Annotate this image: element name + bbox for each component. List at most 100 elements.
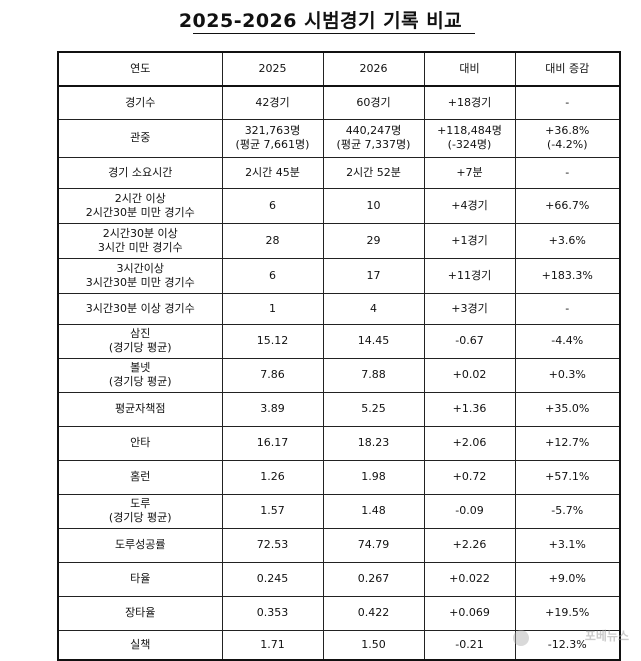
value-2026-cell: 1.50 bbox=[322, 629, 425, 661]
value-2026-cell: 1.48 bbox=[322, 493, 425, 529]
row-label-cell: 3시간30분 이상 경기수 bbox=[57, 292, 223, 325]
table-row: 관중 321,763명 (평균 7,661명) 440,247명 (평균 7,337… bbox=[57, 118, 621, 158]
pct-change-cell: - bbox=[514, 292, 621, 325]
value-2025-cell: 28 bbox=[221, 222, 324, 259]
value-2025-cell: 42경기 bbox=[221, 85, 324, 120]
value-2026-cell: 440,247명 (평균 7,337명) bbox=[322, 118, 425, 158]
value-2025-cell: 1.57 bbox=[221, 493, 324, 529]
row-label-cell: 2시간30분 이상 3시간 미만 경기수 bbox=[57, 222, 223, 259]
page-title: 2025-2026 시범경기 기록 비교 bbox=[178, 10, 463, 32]
diff-cell: +0.02 bbox=[423, 357, 516, 393]
table-row: 안타 16.17 18.23 +2.06 +12.7% bbox=[57, 425, 621, 461]
value-2026-cell: 10 bbox=[322, 187, 425, 224]
pct-change-cell: +57.1% bbox=[514, 459, 621, 495]
header-cell: 2025 bbox=[221, 51, 324, 87]
title-underline bbox=[193, 33, 475, 34]
value-2025-cell: 7.86 bbox=[221, 357, 324, 393]
diff-cell: +3경기 bbox=[423, 292, 516, 325]
row-label-cell: 평균자책점 bbox=[57, 391, 223, 427]
pct-change-cell: +0.3% bbox=[514, 357, 621, 393]
value-2025-cell: 15.12 bbox=[221, 323, 324, 359]
value-2025-cell: 321,763명 (평균 7,661명) bbox=[221, 118, 324, 158]
row-label-cell: 관중 bbox=[57, 118, 223, 158]
pct-change-cell: - bbox=[514, 156, 621, 189]
row-label-cell: 실책 bbox=[57, 629, 223, 661]
diff-cell: +118,484명 (-324명) bbox=[423, 118, 516, 158]
value-2026-cell: 60경기 bbox=[322, 85, 425, 120]
header-cell: 2026 bbox=[322, 51, 425, 87]
row-label-cell: 홈런 bbox=[57, 459, 223, 495]
table-row: 도루성공률 72.53 74.79 +2.26 +3.1% bbox=[57, 527, 621, 563]
row-label-cell: 경기수 bbox=[57, 85, 223, 120]
value-2026-cell: 14.45 bbox=[322, 323, 425, 359]
value-2026-cell: 5.25 bbox=[322, 391, 425, 427]
diff-cell: +2.26 bbox=[423, 527, 516, 563]
table-row: 2시간30분 이상 3시간 미만 경기수 28 29 +1경기 +3.6% bbox=[57, 222, 621, 259]
value-2026-cell: 1.98 bbox=[322, 459, 425, 495]
row-label-cell: 타율 bbox=[57, 561, 223, 597]
value-2026-cell: 74.79 bbox=[322, 527, 425, 563]
value-2025-cell: 0.353 bbox=[221, 595, 324, 631]
value-2025-cell: 6 bbox=[221, 187, 324, 224]
row-label-cell: 도루성공률 bbox=[57, 527, 223, 563]
value-2025-cell: 0.245 bbox=[221, 561, 324, 597]
table-row: 실책 1.71 1.50 -0.21 -12.3% bbox=[57, 629, 621, 661]
table-row: 경기수 42경기 60경기 +18경기 - bbox=[57, 85, 621, 120]
diff-cell: +0.72 bbox=[423, 459, 516, 495]
table-row: 타율 0.245 0.267 +0.022 +9.0% bbox=[57, 561, 621, 597]
value-2026-cell: 4 bbox=[322, 292, 425, 325]
diff-cell: +0.069 bbox=[423, 595, 516, 631]
row-label-cell: 안타 bbox=[57, 425, 223, 461]
value-2025-cell: 16.17 bbox=[221, 425, 324, 461]
value-2025-cell: 1.26 bbox=[221, 459, 324, 495]
value-2026-cell: 2시간 52분 bbox=[322, 156, 425, 189]
value-2025-cell: 72.53 bbox=[221, 527, 324, 563]
pct-change-cell: +3.6% bbox=[514, 222, 621, 259]
pct-change-cell: +36.8% (-4.2%) bbox=[514, 118, 621, 158]
value-2026-cell: 0.267 bbox=[322, 561, 425, 597]
table-row: 삼진 (경기당 평균) 15.12 14.45 -0.67 -4.4% bbox=[57, 323, 621, 359]
pct-change-cell: +66.7% bbox=[514, 187, 621, 224]
table-row: 홈런 1.26 1.98 +0.72 +57.1% bbox=[57, 459, 621, 495]
value-2026-cell: 7.88 bbox=[322, 357, 425, 393]
pct-change-cell: +183.3% bbox=[514, 257, 621, 294]
value-2026-cell: 17 bbox=[322, 257, 425, 294]
pct-change-cell: -5.7% bbox=[514, 493, 621, 529]
table-row: 3시간이상 3시간30분 미만 경기수 6 17 +11경기 +183.3% bbox=[57, 257, 621, 294]
row-label-cell: 3시간이상 3시간30분 미만 경기수 bbox=[57, 257, 223, 294]
row-label-cell: 장타율 bbox=[57, 595, 223, 631]
value-2026-cell: 18.23 bbox=[322, 425, 425, 461]
row-label-cell: 2시간 이상 2시간30분 미만 경기수 bbox=[57, 187, 223, 224]
table-row: 3시간30분 이상 경기수 1 4 +3경기 - bbox=[57, 292, 621, 325]
row-label-cell: 삼진 (경기당 평균) bbox=[57, 323, 223, 359]
value-2026-cell: 29 bbox=[322, 222, 425, 259]
value-2025-cell: 2시간 45분 bbox=[221, 156, 324, 189]
pct-change-cell: +19.5% bbox=[514, 595, 621, 631]
diff-cell: +7분 bbox=[423, 156, 516, 189]
diff-cell: -0.21 bbox=[423, 629, 516, 661]
diff-cell: +1경기 bbox=[423, 222, 516, 259]
table-row: 2시간 이상 2시간30분 미만 경기수 6 10 +4경기 +66.7% bbox=[57, 187, 621, 224]
row-label-cell: 볼넷 (경기당 평균) bbox=[57, 357, 223, 393]
table-row: 도루 (경기당 평균) 1.57 1.48 -0.09 -5.7% bbox=[57, 493, 621, 529]
diff-cell: -0.67 bbox=[423, 323, 516, 359]
value-2025-cell: 3.89 bbox=[221, 391, 324, 427]
table-header-row: 연도 2025 2026 대비 대비 증감 bbox=[57, 51, 621, 87]
pct-change-cell: +9.0% bbox=[514, 561, 621, 597]
row-label-cell: 경기 소요시간 bbox=[57, 156, 223, 189]
pct-change-cell: - bbox=[514, 85, 621, 120]
diff-cell: -0.09 bbox=[423, 493, 516, 529]
diff-cell: +1.36 bbox=[423, 391, 516, 427]
table-row: 장타율 0.353 0.422 +0.069 +19.5% bbox=[57, 595, 621, 631]
pct-change-cell: +3.1% bbox=[514, 527, 621, 563]
value-2025-cell: 1 bbox=[221, 292, 324, 325]
header-cell: 연도 bbox=[57, 51, 223, 87]
watermark-logo-icon bbox=[513, 630, 529, 646]
value-2025-cell: 1.71 bbox=[221, 629, 324, 661]
row-label-cell: 도루 (경기당 평균) bbox=[57, 493, 223, 529]
value-2025-cell: 6 bbox=[221, 257, 324, 294]
comparison-table: 연도 2025 2026 대비 대비 증감 경기수 42경기 60경기 +18경기 - 관… bbox=[57, 51, 621, 661]
watermark: 포베뉴스 bbox=[584, 629, 629, 643]
value-2026-cell: 0.422 bbox=[322, 595, 425, 631]
diff-cell: +0.022 bbox=[423, 561, 516, 597]
